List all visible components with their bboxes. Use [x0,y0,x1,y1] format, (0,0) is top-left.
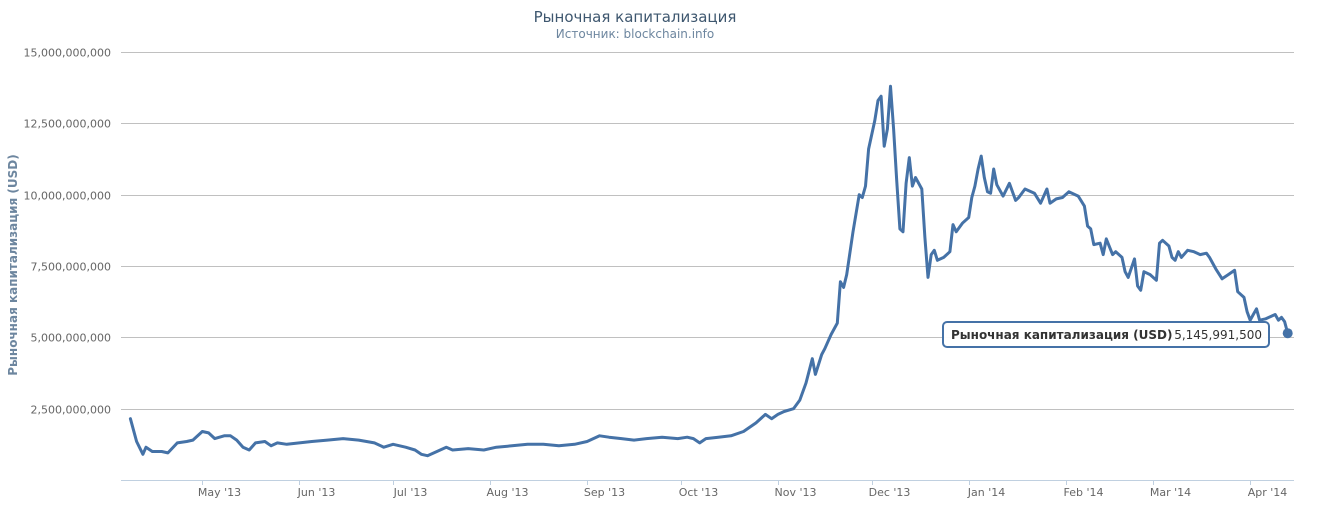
x-tick-label: Jan '14 [967,486,1005,499]
tooltip-value: 5,145,991,500 [1174,328,1262,342]
x-axis-labels: May '13 Jun '13 Jul '13 Aug '13 Sep '13 Oct '… [198,486,1287,499]
x-tick-label: Aug '13 [487,486,529,499]
x-tick-label: Nov '13 [775,486,817,499]
y-tick-label: 12,500,000,000 [24,118,111,131]
grid-lines [121,52,1294,410]
y-tick-label: 15,000,000,000 [24,47,111,60]
tooltip: Рыночная капитализация (USD) 5,145,991,5… [942,321,1270,348]
x-axis [121,480,1294,485]
x-tick-label: Dec '13 [869,486,911,499]
tooltip-series-name: Рыночная капитализация (USD) [951,328,1172,342]
y-tick-label: 7,500,000,000 [31,261,111,274]
hover-point[interactable] [1282,328,1293,339]
y-tick-label: 10,000,000,000 [24,190,111,203]
y-axis-labels: 2,500,000,000 5,000,000,000 7,500,000,000 1… [24,47,111,417]
tooltip-box [942,321,1270,348]
chart-subtitle: Источник: blockchain.info [556,27,714,41]
x-tick-label: Mar '14 [1150,486,1191,499]
x-tick-label: Apr '14 [1248,486,1288,499]
y-axis-title: Рыночная капитализация (USD) [6,154,20,375]
x-tick-label: Jul '13 [393,486,428,499]
x-tick-label: Jun '13 [297,486,336,499]
y-tick-label: 5,000,000,000 [31,332,111,345]
x-tick-label: Oct '13 [679,486,719,499]
y-tick-label: 2,500,000,000 [31,404,111,417]
chart-title: Рыночная капитализация [534,8,737,26]
x-tick-label: Sep '13 [584,486,625,499]
x-tick-label: Feb '14 [1064,486,1104,499]
series-line-market-cap[interactable] [128,84,1290,458]
x-tick-label: May '13 [198,486,241,499]
